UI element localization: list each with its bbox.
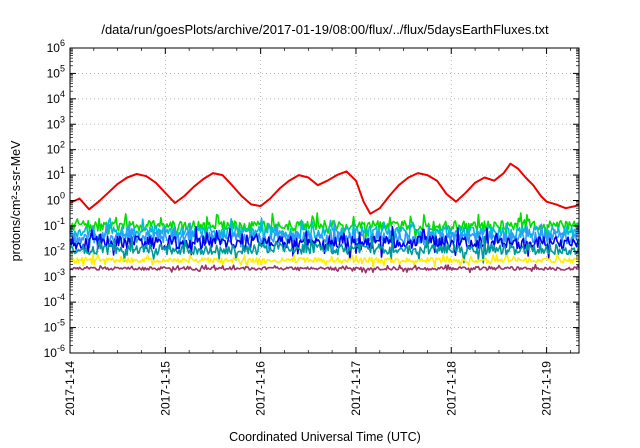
- y-tick-label: 100: [47, 191, 65, 208]
- y-tick-label: 106: [47, 38, 65, 55]
- x-tick-label: 2017-1-16: [254, 361, 268, 416]
- y-tick-label: 10-6: [44, 343, 65, 360]
- y-tick-label: 10-5: [44, 318, 65, 335]
- y-tick-label: 105: [47, 63, 65, 80]
- x-tick-label: 2017-1-15: [158, 361, 172, 416]
- series-line: [69, 222, 580, 254]
- x-tick-label: 2017-1-18: [444, 361, 458, 416]
- x-tick-label: 2017-1-19: [540, 361, 554, 416]
- series-line: [69, 263, 580, 274]
- y-tick-label: 102: [47, 140, 65, 157]
- y-tick-label: 10-2: [44, 241, 65, 258]
- axis-ticks: [69, 47, 579, 354]
- x-axis-label: Coordinated Universal Time (UTC): [229, 430, 421, 444]
- chart-title: /data/run/goesPlots/archive/2017-01-19/0…: [101, 22, 549, 37]
- series-line: [69, 235, 580, 264]
- series-line: [69, 253, 580, 268]
- y-tick-label: 103: [47, 114, 65, 131]
- x-tick-label: 2017-1-17: [349, 361, 363, 416]
- y-tick-label: 10-4: [44, 292, 65, 309]
- y-tick-label: 10-3: [44, 267, 65, 284]
- y-tick-labels: 106 105 104 103 102 101 100 10-1 10-2 10-3 10-4 10-…: [44, 38, 65, 360]
- y-tick-label: 101: [47, 165, 65, 182]
- y-axis-label: protons/cm²-s-sr-MeV: [9, 140, 23, 262]
- series-layer: [69, 162, 580, 274]
- y-tick-label: 104: [47, 89, 65, 106]
- x-tick-labels: 2017-1-14 2017-1-15 2017-1-16 2017-1-17 2017…: [63, 361, 554, 416]
- x-tick-label: 2017-1-14: [63, 361, 77, 416]
- series-line: [69, 217, 580, 250]
- grid-lines: [70, 48, 579, 353]
- y-tick-label: 10-1: [44, 216, 65, 233]
- series-line: [69, 162, 580, 215]
